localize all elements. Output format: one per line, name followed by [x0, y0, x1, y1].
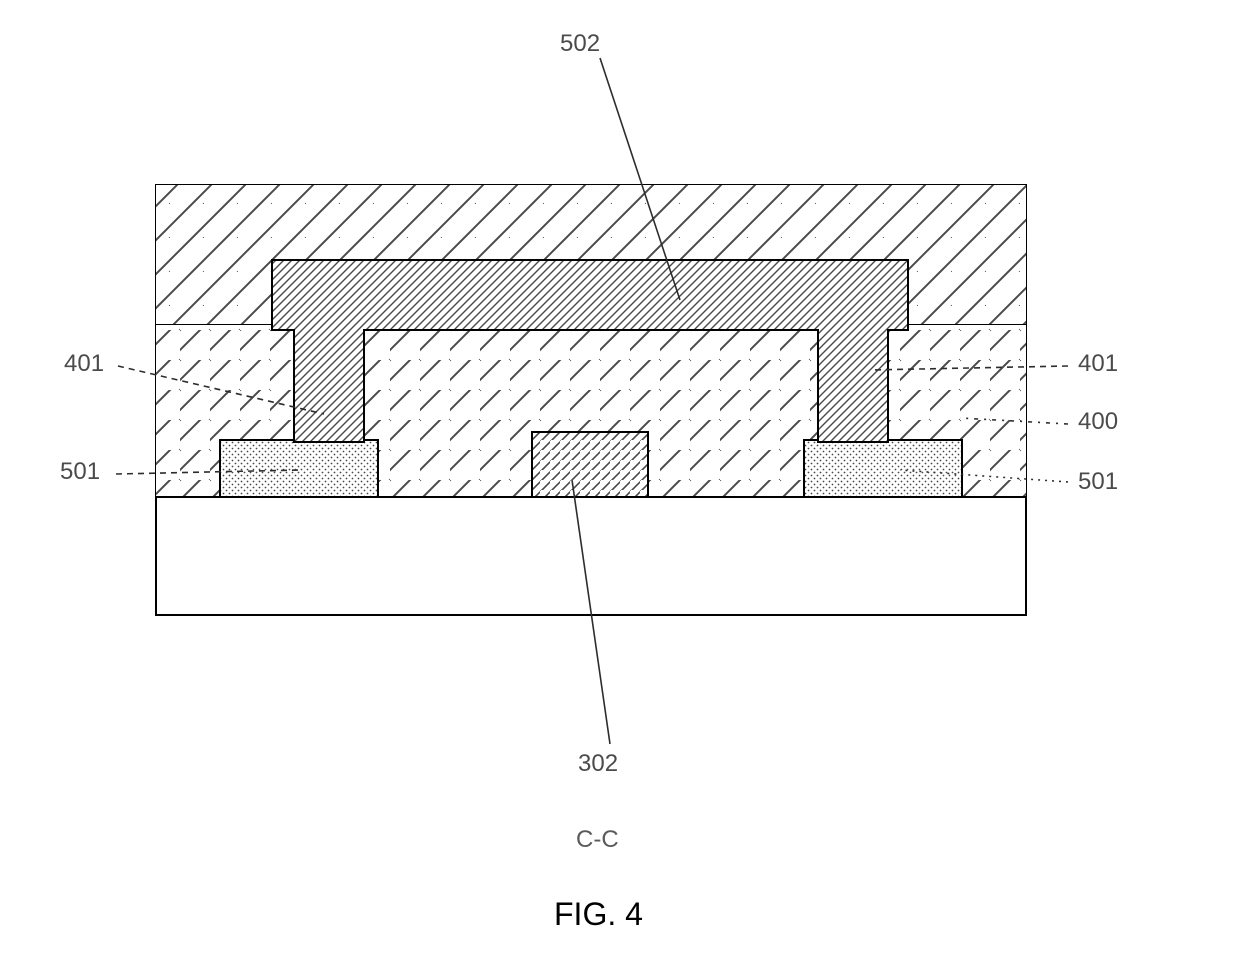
label-501-left: 501 — [60, 460, 100, 484]
pad-501-right — [804, 440, 962, 497]
label-502: 502 — [560, 32, 600, 56]
pad-501-left — [220, 440, 378, 497]
substrate — [156, 497, 1026, 615]
label-401-right: 401 — [1078, 352, 1118, 376]
stub-302 — [532, 432, 648, 497]
figure-caption: FIG. 4 — [554, 898, 643, 930]
section-label: C-C — [576, 828, 619, 852]
label-501-right: 501 — [1078, 470, 1118, 494]
label-400: 400 — [1078, 410, 1118, 434]
label-401-left: 401 — [64, 352, 104, 376]
diagram-stage: 502 401 401 400 501 501 302 C-C FIG. 4 — [0, 0, 1240, 963]
label-302: 302 — [578, 752, 618, 776]
diagram-svg — [0, 0, 1240, 963]
